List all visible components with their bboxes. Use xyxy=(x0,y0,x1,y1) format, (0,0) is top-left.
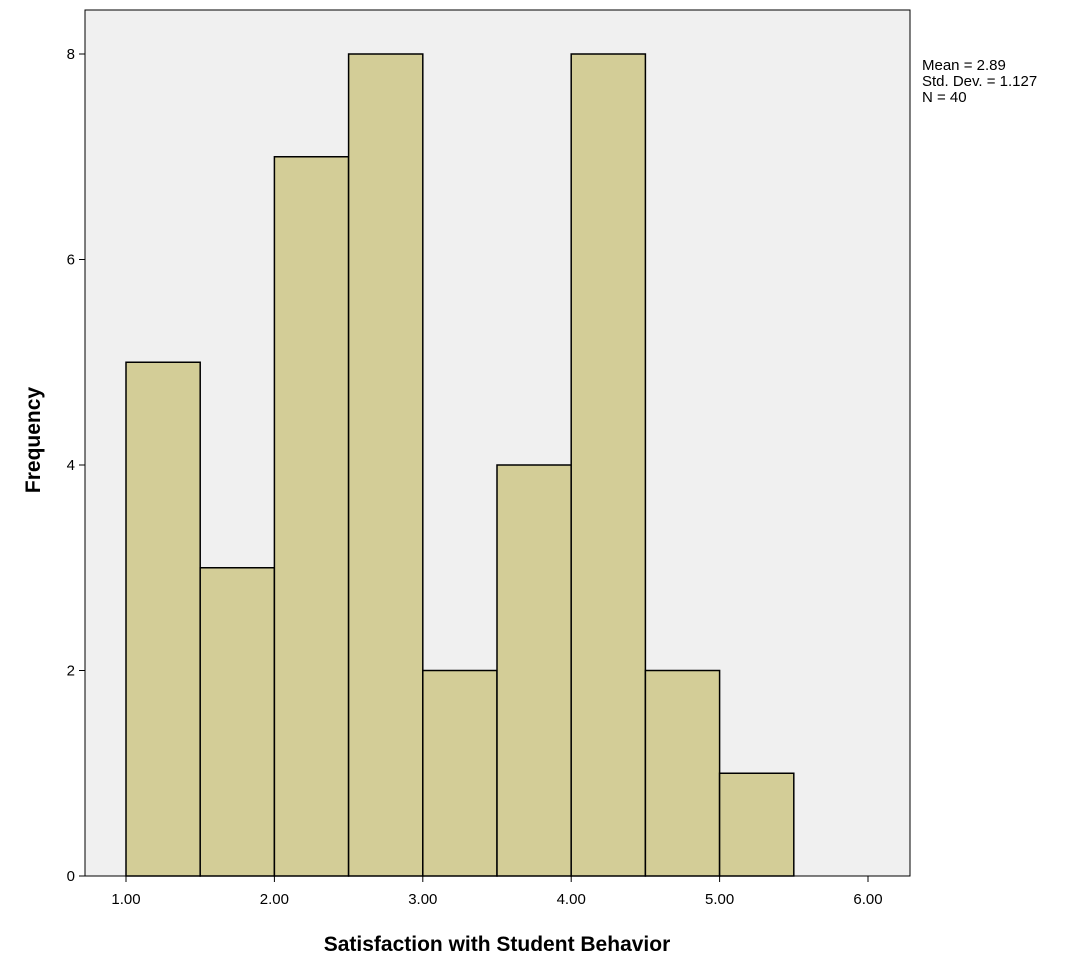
x-tick-label: 4.00 xyxy=(557,891,586,908)
y-tick-label: 6 xyxy=(67,252,75,269)
y-tick-label: 4 xyxy=(67,457,75,474)
x-tick-label: 2.00 xyxy=(260,891,289,908)
stats-mean: Mean = 2.89 xyxy=(922,57,1006,74)
x-axis: 1.00 2.00 3.00 4.00 5.00 6.00 xyxy=(111,876,883,908)
histogram-bar xyxy=(199,567,276,877)
stats-std-dev: Std. Dev. = 1.127 xyxy=(922,73,1037,90)
histogram-bar xyxy=(125,361,201,877)
stats-legend: Mean = 2.89 Std. Dev. = 1.127 N = 40 xyxy=(922,57,1037,106)
histogram-bar xyxy=(273,156,350,877)
x-tick-label: 1.00 xyxy=(111,891,140,908)
bars-group xyxy=(125,53,795,877)
y-tick-label: 8 xyxy=(67,46,75,63)
x-axis-title: Satisfaction with Student Behavior xyxy=(324,933,671,956)
y-axis-title: Frequency xyxy=(22,387,45,494)
histogram-bar xyxy=(422,669,498,877)
histogram-bar xyxy=(570,53,647,877)
x-tick-label: 5.00 xyxy=(705,891,734,908)
x-tick-label: 3.00 xyxy=(408,891,437,908)
stats-n: N = 40 xyxy=(922,89,967,106)
histogram-bar xyxy=(496,464,572,877)
histogram-bar xyxy=(644,669,721,877)
y-tick-label: 2 xyxy=(67,663,75,680)
x-tick-label: 6.00 xyxy=(853,891,882,908)
histogram-bar xyxy=(718,772,795,877)
y-tick-label: 0 xyxy=(67,868,75,885)
histogram-bar xyxy=(347,53,424,877)
y-axis: 0 2 4 6 8 xyxy=(67,46,85,885)
